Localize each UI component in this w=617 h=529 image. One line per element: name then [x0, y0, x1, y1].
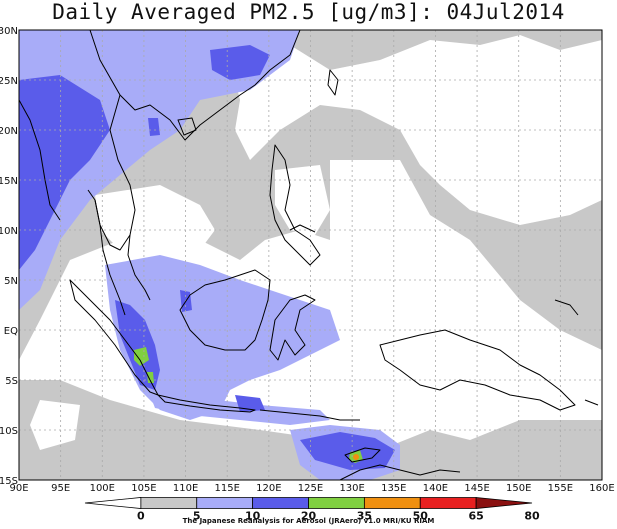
coastlines	[19, 30, 599, 480]
colorbar-legend: 0 5 10 20 35 50 65 80	[84, 497, 540, 523]
shade-35-50	[147, 372, 154, 383]
lat-tick-label: 20N	[0, 126, 18, 137]
shade-20-35	[19, 75, 110, 270]
colorbar-label: 50	[413, 510, 429, 523]
latitude-labels: 30N 25N 20N 15N 10N 5N EQ 5S 10S 15S	[0, 26, 18, 487]
colorbar-swatch	[140, 497, 198, 509]
shade-20-35	[210, 45, 270, 80]
colorbar-swatch	[252, 497, 309, 509]
lon-tick-label: 140E	[423, 483, 448, 494]
shade-20-35	[148, 118, 160, 136]
lat-tick-label: 5S	[5, 376, 18, 387]
shade-20-35	[235, 395, 265, 412]
shade-10-20	[105, 255, 340, 420]
lat-tick-label: 15N	[0, 176, 18, 187]
shade-0-5	[30, 400, 80, 450]
lon-tick-label: 155E	[548, 483, 573, 494]
shade-35-50	[134, 347, 149, 366]
lat-tick-label: EQ	[4, 326, 18, 337]
colorbar-label: 0	[137, 510, 145, 523]
shade-5-10	[560, 240, 602, 300]
plot-frame	[18, 29, 603, 481]
longitude-labels: 90E 95E 100E 105E 110E 115E 120E 125E 130E 135E 14…	[9, 483, 614, 494]
lon-tick-label: 135E	[381, 483, 406, 494]
colorbar-label: 5	[193, 510, 201, 523]
colorbar-swatch	[308, 497, 365, 509]
lon-tick-label: 150E	[506, 483, 531, 494]
colorbar-swatch	[363, 497, 421, 509]
lat-tick-label: 5N	[4, 276, 18, 287]
colorbar-swatch	[419, 497, 477, 509]
lon-tick-label: 115E	[215, 483, 240, 494]
lon-tick-label: 145E	[464, 483, 489, 494]
lon-tick-label: 160E	[589, 483, 614, 494]
colorbar-label: 10	[245, 510, 261, 523]
lon-tick-label: 95E	[51, 483, 70, 494]
colorbar-label: 65	[468, 510, 483, 523]
lon-tick-label: 125E	[298, 483, 323, 494]
lon-tick-label: 120E	[256, 483, 281, 494]
map-title: Daily Averaged PM2.5 [ug/m3]: 04Jul2014	[52, 0, 565, 24]
credit-text: The Japanese Reanalysis for Aerosol (JRA…	[182, 517, 435, 525]
lon-tick-label: 110E	[173, 483, 198, 494]
shade-20-35	[300, 432, 395, 470]
shade-5-10	[19, 380, 602, 480]
shade-0-5	[95, 185, 215, 255]
colorbar-label: 20	[301, 510, 317, 523]
lat-tick-label: 15S	[0, 476, 18, 487]
colorbar-swatch	[196, 497, 254, 509]
lon-tick-label: 100E	[90, 483, 115, 494]
lat-tick-label: 10N	[0, 226, 18, 237]
lat-tick-label: 25N	[0, 76, 18, 87]
lat-tick-label: 30N	[0, 26, 18, 37]
lon-tick-label: 130E	[339, 483, 364, 494]
colorbar-label: 35	[357, 510, 372, 523]
shade-20-35	[115, 300, 160, 390]
colorbar-swatch	[475, 497, 533, 509]
lon-tick-label: 90E	[9, 483, 28, 494]
shade-50-65	[353, 454, 359, 460]
colorbar-swatch	[84, 497, 142, 509]
lat-tick-label: 10S	[0, 426, 18, 437]
colorbar-label: 80	[524, 510, 540, 523]
lon-tick-label: 105E	[131, 483, 156, 494]
